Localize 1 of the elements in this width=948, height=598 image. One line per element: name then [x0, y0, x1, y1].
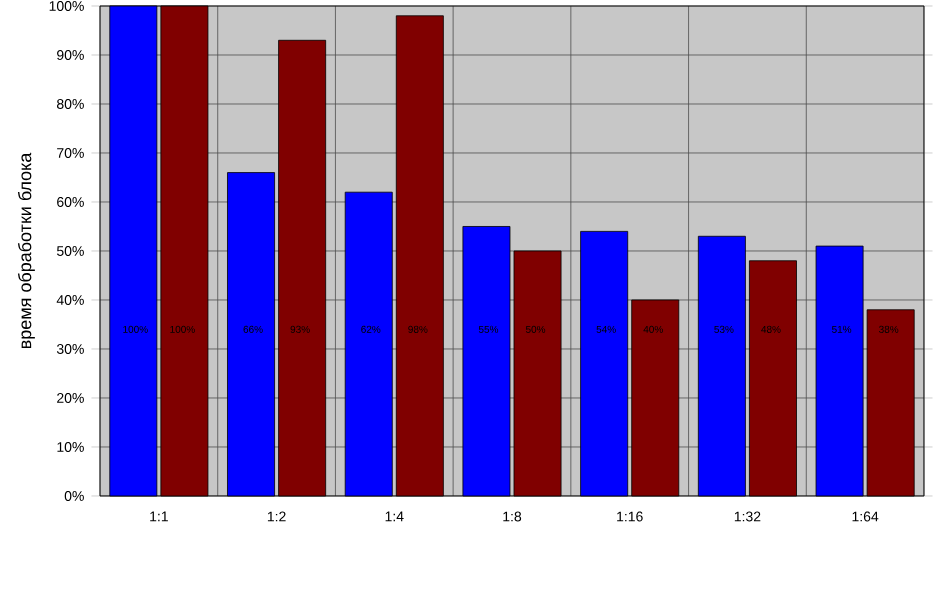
y-axis-title: время обработки блока — [17, 152, 35, 349]
